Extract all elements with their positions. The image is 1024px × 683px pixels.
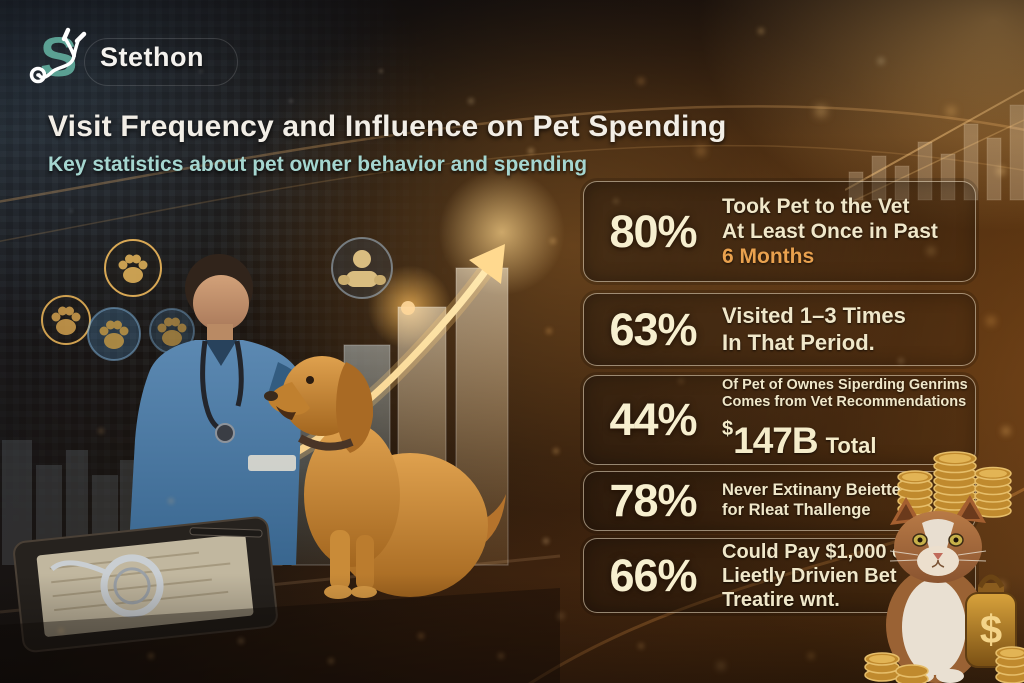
stat-description: Of Pet of Ownes Siperding Genrims Comes … xyxy=(722,377,968,463)
page-title: Visit Frequency and Influence on Pet Spe… xyxy=(48,110,727,143)
stat-percent: 44% xyxy=(609,394,697,445)
person-icon xyxy=(331,237,393,299)
brand-name: Stethon xyxy=(100,42,204,72)
cat-icon xyxy=(886,495,987,683)
cat-with-money-illustration: $ xyxy=(864,495,1024,683)
stethoscope-s-icon: S xyxy=(29,25,87,86)
stat-description: Never Extinany Beiettey for Rleat Thalle… xyxy=(722,481,911,519)
stat-percent: 78% xyxy=(609,475,697,526)
dollar-icon: $ xyxy=(980,608,1002,652)
stat-description: Could Pay $1,000 or Lieetly Drivien Bet … xyxy=(722,540,913,611)
stat-description: Visited 1–3 Times In That Period. xyxy=(722,303,906,355)
stat-panel-vet-visits: 80% Took Pet to the Vet At Least Once in… xyxy=(583,181,976,282)
stat-percent: 66% xyxy=(609,549,697,601)
vet-and-dog-illustration xyxy=(0,237,560,683)
stat-percent: 63% xyxy=(609,303,697,355)
stat-description: Took Pet to the Vet At Least Once in Pas… xyxy=(722,194,938,269)
paw-icon xyxy=(87,307,141,361)
stat-percent: 80% xyxy=(609,205,697,257)
stat-panel-visit-frequency: 63% Visited 1–3 Times In That Period. xyxy=(583,293,976,366)
stat-total-amount: $147B Total xyxy=(722,417,877,461)
paw-icon xyxy=(104,239,162,297)
logo-pill-outline xyxy=(84,38,238,86)
paw-icon xyxy=(41,295,91,345)
page-subtitle: Key statistics about pet owner behavior … xyxy=(48,153,588,176)
stat-panel-willingness-to-pay: 66% Could Pay $1,000 or Lieetly Drivien … xyxy=(583,538,976,613)
stat-panel-spending: 44% Of Pet of Ownes Siperding Genrims Co… xyxy=(583,375,976,465)
